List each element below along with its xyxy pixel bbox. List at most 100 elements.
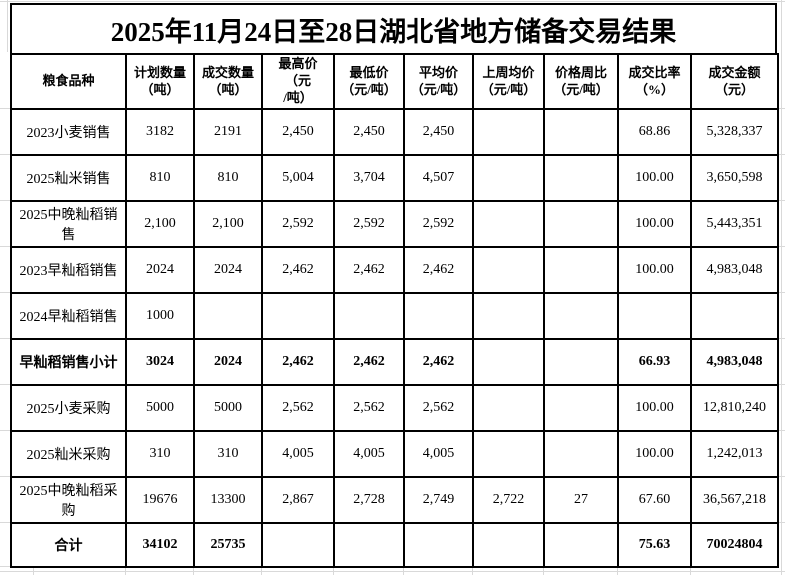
table-cell: 2,722 [472, 476, 545, 524]
table-cell: 2,450 [403, 108, 474, 156]
table-cell [472, 338, 545, 386]
table-cell: 5000 [193, 384, 263, 432]
table-cell: 2,592 [333, 200, 405, 248]
table-row: 2023早籼稻销售 2024 2024 2,462 2,462 2,462 100.00 4,… [10, 246, 779, 294]
gridline [0, 246, 10, 247]
table-cell: 12,810,240 [690, 384, 779, 432]
table-cell: 2,592 [403, 200, 474, 248]
table-cell [403, 292, 474, 340]
gridline [0, 430, 10, 431]
gridline [690, 566, 691, 575]
table-cell [543, 338, 619, 386]
header-average-price: 平均价 （元/吨） [403, 53, 474, 110]
table-cell: 2,450 [333, 108, 405, 156]
table-cell: 810 [125, 154, 195, 202]
gridline [0, 566, 10, 567]
table-cell: 13300 [193, 476, 263, 524]
gridline [0, 292, 10, 293]
table-cell: 4,005 [261, 430, 335, 478]
table-cell [333, 292, 405, 340]
table-cell: 2,462 [333, 338, 405, 386]
table-cell [472, 522, 545, 568]
header-last-week-average: 上周均价 （元/吨） [472, 53, 545, 110]
table-cell: 5,443,351 [690, 200, 779, 248]
header-lowest-price: 最低价 （元/吨） [333, 53, 405, 110]
row-label: 2025小麦采购 [10, 384, 127, 432]
table-cell [543, 200, 619, 248]
gridline [0, 108, 10, 109]
table-row: 早籼稻销售小计 3024 2024 2,462 2,462 2,462 66.93 4,983… [10, 338, 779, 386]
table-cell [472, 246, 545, 294]
header-trade-ratio: 成交比率 （%） [617, 53, 692, 110]
row-label: 2025中晚籼稻采购 [10, 476, 127, 524]
gridline [125, 566, 126, 575]
gridline [777, 108, 785, 109]
table-cell: 66.93 [617, 338, 692, 386]
gridline [777, 246, 785, 247]
table-cell [543, 430, 619, 478]
gridline [777, 292, 785, 293]
table-cell [543, 292, 619, 340]
gridline [617, 566, 618, 575]
table-cell: 2,562 [403, 384, 474, 432]
table-row: 合计 34102 25735 75.63 70024804 [10, 522, 779, 568]
gridline [777, 154, 785, 155]
gridline [777, 522, 785, 523]
gridline [777, 430, 785, 431]
table-cell: 2,100 [125, 200, 195, 248]
gridline [777, 384, 785, 385]
table-cell: 4,983,048 [690, 246, 779, 294]
table-row: 2025小麦采购 5000 5000 2,562 2,562 2,562 100.00 12,… [10, 384, 779, 432]
table-cell: 100.00 [617, 430, 692, 478]
table-cell: 2024 [125, 246, 195, 294]
table-cell: 34102 [125, 522, 195, 568]
table-cell [690, 292, 779, 340]
gridline [0, 338, 10, 339]
table-cell: 100.00 [617, 384, 692, 432]
gridline [0, 384, 10, 385]
table-header: 粮食品种 计划数量 （吨） 成交数量 （吨） 最高价 （元 /吨） 最低价 （元… [10, 53, 779, 110]
row-label: 合计 [10, 522, 127, 568]
table-cell: 75.63 [617, 522, 692, 568]
table-cell: 810 [193, 154, 263, 202]
table-cell [261, 522, 335, 568]
table-cell [472, 292, 545, 340]
table-cell: 2,592 [261, 200, 335, 248]
table-cell: 5,004 [261, 154, 335, 202]
table-row: 2025籼米采购 310 310 4,005 4,005 4,005 100.00 1,242… [10, 430, 779, 478]
table-cell: 3,704 [333, 154, 405, 202]
table-cell [403, 522, 474, 568]
header-highest-price: 最高价 （元 /吨） [261, 53, 335, 110]
header-planned-quantity: 计划数量 （吨） [125, 53, 195, 110]
gridline [403, 566, 404, 575]
report-title: 2025年11月24日至28日湖北省地方储备交易结果 [10, 3, 777, 53]
gridline [0, 1, 785, 2]
table-cell [543, 246, 619, 294]
gridline [777, 338, 785, 339]
table-cell: 2,462 [261, 246, 335, 294]
table-cell [472, 430, 545, 478]
table-cell: 36,567,218 [690, 476, 779, 524]
table-cell: 4,005 [403, 430, 474, 478]
table-cell: 19676 [125, 476, 195, 524]
table-cell: 2191 [193, 108, 263, 156]
gridline [777, 200, 785, 201]
table-cell: 2024 [193, 338, 263, 386]
table-cell: 100.00 [617, 154, 692, 202]
table-cell: 70024804 [690, 522, 779, 568]
row-label: 2025籼米销售 [10, 154, 127, 202]
table-cell: 1,242,013 [690, 430, 779, 478]
table-cell: 100.00 [617, 200, 692, 248]
gridline [193, 566, 194, 575]
results-report: 2025年11月24日至28日湖北省地方储备交易结果 粮食品种 计划数量 （吨）… [10, 3, 779, 568]
table-cell: 2,562 [261, 384, 335, 432]
table-cell: 3182 [125, 108, 195, 156]
row-label: 2023小麦销售 [10, 108, 127, 156]
header-grain-variety: 粮食品种 [10, 53, 127, 110]
table-cell: 4,507 [403, 154, 474, 202]
header-trade-amount: 成交金额 （元） [690, 53, 779, 110]
gridline [543, 566, 544, 575]
table-cell [543, 384, 619, 432]
table-cell [193, 292, 263, 340]
